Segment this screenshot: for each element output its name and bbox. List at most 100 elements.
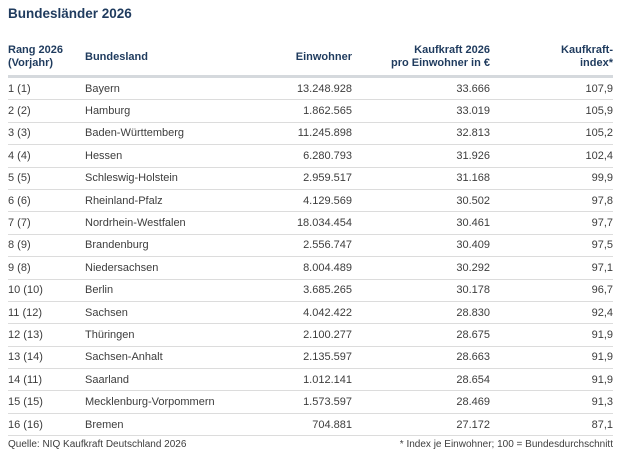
cell-einwohner: 3.685.265: [247, 279, 352, 302]
cell-einwohner: 13.248.928: [247, 76, 352, 101]
table-row: 6 (6) Rheinland-Pfalz 4.129.569 30.502 97,8: [8, 189, 613, 213]
cell-rank: 10 (10): [8, 279, 85, 302]
table-row: 11 (12) Sachsen 4.042.422 28.830 92,4: [8, 301, 613, 325]
cell-index: 102,4: [490, 144, 613, 168]
cell-einwohner: 1.862.565: [247, 99, 352, 123]
cell-rank: 3 (3): [8, 122, 85, 146]
cell-einwohner: 11.245.898: [247, 122, 352, 146]
cell-rank: 6 (6): [8, 189, 85, 213]
source-note: Quelle: NIQ Kaufkraft Deutschland 2026: [8, 439, 187, 451]
table-footer: Quelle: NIQ Kaufkraft Deutschland 2026 *…: [8, 436, 613, 451]
table-row: 13 (14) Sachsen-Anhalt 2.135.597 28.663 91,9: [8, 346, 613, 370]
cell-land: Hessen: [85, 144, 247, 168]
cell-land: Saarland: [85, 368, 247, 392]
column-header-index: Kaufkraft- index*: [490, 40, 613, 77]
table-row: 7 (7) Nordrhein-Westfalen 18.034.454 30.461…: [8, 211, 613, 235]
table-row: 8 (9) Brandenburg 2.556.747 30.409 97,5: [8, 234, 613, 258]
cell-rank: 11 (12): [8, 301, 85, 325]
cell-rank: 15 (15): [8, 390, 85, 414]
column-header-index-line2: index*: [579, 57, 613, 69]
index-note: * Index je Einwohner; 100 = Bundesdurchs…: [399, 439, 613, 451]
cell-rank: 7 (7): [8, 211, 85, 235]
cell-index: 87,1: [490, 413, 613, 437]
cell-rank: 1 (1): [8, 76, 85, 101]
cell-land: Niedersachsen: [85, 256, 247, 280]
cell-kaufkraft: 30.178: [352, 279, 490, 302]
column-header-rank-line2: (Vorjahr): [8, 57, 54, 69]
cell-einwohner: 8.004.489: [247, 256, 352, 280]
cell-rank: 13 (14): [8, 346, 85, 370]
cell-index: 92,4: [490, 301, 613, 325]
cell-land: Brandenburg: [85, 234, 247, 258]
table-row: 15 (15) Mecklenburg-Vorpommern 1.573.597 28…: [8, 390, 613, 414]
table-header: Rang 2026 (Vorjahr) Bundesland Einwohner…: [8, 40, 613, 77]
cell-einwohner: 2.959.517: [247, 167, 352, 190]
cell-index: 97,1: [490, 256, 613, 280]
cell-rank: 12 (13): [8, 323, 85, 347]
cell-kaufkraft: 32.813: [352, 122, 490, 146]
cell-land: Berlin: [85, 279, 247, 302]
cell-index: 107,9: [490, 76, 613, 101]
cell-index: 97,7: [490, 211, 613, 235]
cell-land: Baden-Württemberg: [85, 122, 247, 146]
cell-kaufkraft: 33.666: [352, 76, 490, 101]
cell-kaufkraft: 28.675: [352, 323, 490, 347]
cell-rank: 5 (5): [8, 167, 85, 190]
cell-einwohner: 1.573.597: [247, 390, 352, 414]
column-header-kaufkraft: Kaufkraft 2026 pro Einwohner in €: [352, 40, 490, 77]
table-row: 4 (4) Hessen 6.280.793 31.926 102,4: [8, 144, 613, 168]
cell-rank: 4 (4): [8, 144, 85, 168]
cell-rank: 9 (8): [8, 256, 85, 280]
cell-rank: 16 (16): [8, 413, 85, 437]
cell-land: Sachsen: [85, 301, 247, 325]
cell-land: Bremen: [85, 413, 247, 437]
column-header-index-line1: Kaufkraft-: [561, 44, 613, 56]
table-row: 9 (8) Niedersachsen 8.004.489 30.292 97,1: [8, 256, 613, 280]
cell-rank: 2 (2): [8, 99, 85, 123]
cell-index: 91,9: [490, 368, 613, 392]
cell-index: 105,9: [490, 99, 613, 123]
cell-land: Hamburg: [85, 99, 247, 123]
column-header-bundesland: Bundesland: [85, 50, 148, 63]
column-header-einwohner: Einwohner: [295, 50, 352, 63]
column-header-rank: Rang 2026 (Vorjahr): [8, 40, 85, 77]
cell-index: 99,9: [490, 167, 613, 190]
cell-rank: 8 (9): [8, 234, 85, 258]
cell-einwohner: 4.129.569: [247, 189, 352, 213]
cell-index: 91,9: [490, 323, 613, 347]
cell-kaufkraft: 30.292: [352, 256, 490, 280]
table-row: 16 (16) Bremen 704.881 27.172 87,1: [8, 413, 613, 437]
cell-einwohner: 18.034.454: [247, 211, 352, 235]
cell-land: Rheinland-Pfalz: [85, 189, 247, 213]
cell-kaufkraft: 33.019: [352, 99, 490, 123]
table-row: 5 (5) Schleswig-Holstein 2.959.517 31.168 99…: [8, 167, 613, 190]
cell-einwohner: 6.280.793: [247, 144, 352, 168]
column-header-kaufkraft-line1: Kaufkraft 2026: [414, 44, 490, 56]
cell-einwohner: 2.556.747: [247, 234, 352, 258]
cell-kaufkraft: 27.172: [352, 413, 490, 437]
cell-index: 105,2: [490, 122, 613, 146]
cell-index: 97,5: [490, 234, 613, 258]
table-row: 2 (2) Hamburg 1.862.565 33.019 105,9: [8, 99, 613, 123]
table-row: 14 (11) Saarland 1.012.141 28.654 91,9: [8, 368, 613, 392]
cell-kaufkraft: 30.409: [352, 234, 490, 258]
cell-kaufkraft: 28.654: [352, 368, 490, 392]
cell-index: 91,9: [490, 346, 613, 370]
table-row: 10 (10) Berlin 3.685.265 30.178 96,7: [8, 279, 613, 302]
cell-einwohner: 704.881: [247, 413, 352, 437]
cell-einwohner: 4.042.422: [247, 301, 352, 325]
bundeslaender-table: Rang 2026 (Vorjahr) Bundesland Einwohner…: [8, 40, 613, 437]
cell-index: 91,3: [490, 390, 613, 414]
cell-land: Sachsen-Anhalt: [85, 346, 247, 370]
cell-land: Nordrhein-Westfalen: [85, 211, 247, 235]
page-title: Bundesländer 2026: [8, 6, 132, 21]
cell-land: Bayern: [85, 76, 247, 101]
table-row: 12 (13) Thüringen 2.100.277 28.675 91,9: [8, 323, 613, 347]
column-header-kaufkraft-line2: pro Einwohner in €: [390, 57, 490, 69]
cell-einwohner: 2.100.277: [247, 323, 352, 347]
table-row: 1 (1) Bayern 13.248.928 33.666 107,9: [8, 76, 613, 101]
cell-kaufkraft: 28.663: [352, 346, 490, 370]
cell-index: 97,8: [490, 189, 613, 213]
cell-kaufkraft: 30.502: [352, 189, 490, 213]
